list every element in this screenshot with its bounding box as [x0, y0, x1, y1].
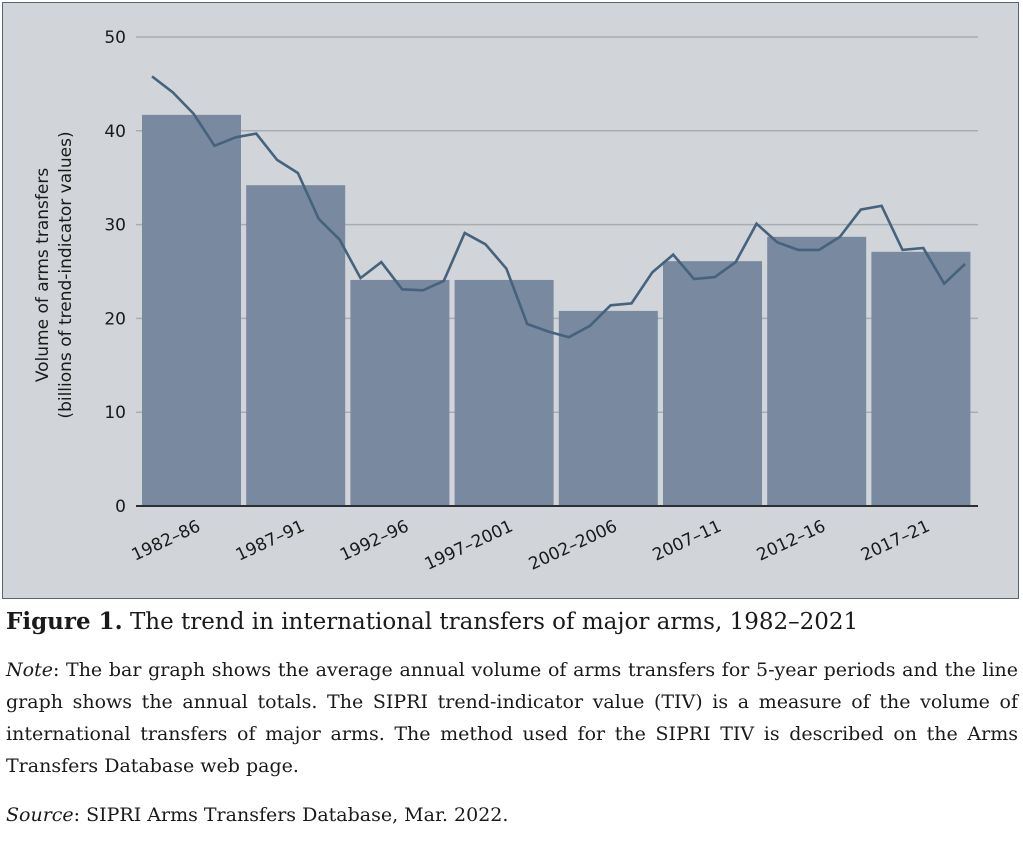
y-tick-label: 0	[115, 497, 126, 517]
chart-svg: 0 10 20 30 40 50 1982–86 1987–91 1992–96 1997–20…	[33, 28, 978, 575]
y-axis-title-line1: Volume of arms transfers	[33, 168, 53, 382]
x-tick-label: 1982–86	[129, 516, 204, 565]
x-tick-label: 1992–96	[337, 516, 412, 565]
source-label: Source	[6, 804, 74, 826]
y-tick-label: 50	[104, 28, 126, 48]
y-axis-title-line2: (billions of trend-indicator values)	[56, 131, 76, 418]
figure-note: Note: The bar graph shows the average an…	[6, 654, 1018, 782]
x-tick-label: 2017–21	[858, 516, 933, 565]
bar	[871, 251, 971, 506]
source-text: : SIPRI Arms Transfers Database, Mar. 20…	[73, 804, 509, 826]
y-tick-label: 30	[104, 216, 126, 236]
figure-source: Source: SIPRI Arms Transfers Database, M…	[6, 800, 1018, 830]
figure-caption-title: Figure 1. The trend in international tra…	[6, 606, 1018, 638]
figure-label: Figure 1.	[6, 608, 123, 635]
bar	[558, 310, 658, 506]
bar	[767, 236, 867, 506]
x-tick-label: 2002–2006	[526, 516, 621, 574]
note-text: : The bar graph shows the average annual…	[6, 659, 1018, 777]
x-tick-labels: 1982–86 1987–91 1992–96 1997–2001 2002–2006 2…	[129, 516, 933, 574]
y-tick-labels: 0 10 20 30 40 50	[104, 28, 126, 517]
x-tick-label: 2007–11	[650, 516, 725, 565]
x-tick-label: 1997–2001	[422, 516, 517, 574]
y-tick-label: 40	[104, 122, 126, 142]
bar	[350, 279, 450, 506]
x-tick-label: 1987–91	[233, 516, 308, 565]
bar	[142, 114, 241, 506]
bars	[136, 114, 978, 507]
bar	[454, 279, 554, 506]
annual-totals-line	[151, 75, 966, 339]
y-axis-title: Volume of arms transfers (billions of tr…	[33, 131, 76, 418]
x-tick-label: 2012–16	[754, 516, 829, 565]
y-tick-label: 10	[104, 403, 126, 423]
note-label: Note	[6, 659, 53, 681]
y-tick-label: 20	[104, 309, 126, 329]
bar	[246, 185, 346, 507]
figure-title: The trend in international transfers of …	[129, 609, 859, 635]
bar	[663, 261, 762, 506]
annual-line	[151, 75, 966, 339]
